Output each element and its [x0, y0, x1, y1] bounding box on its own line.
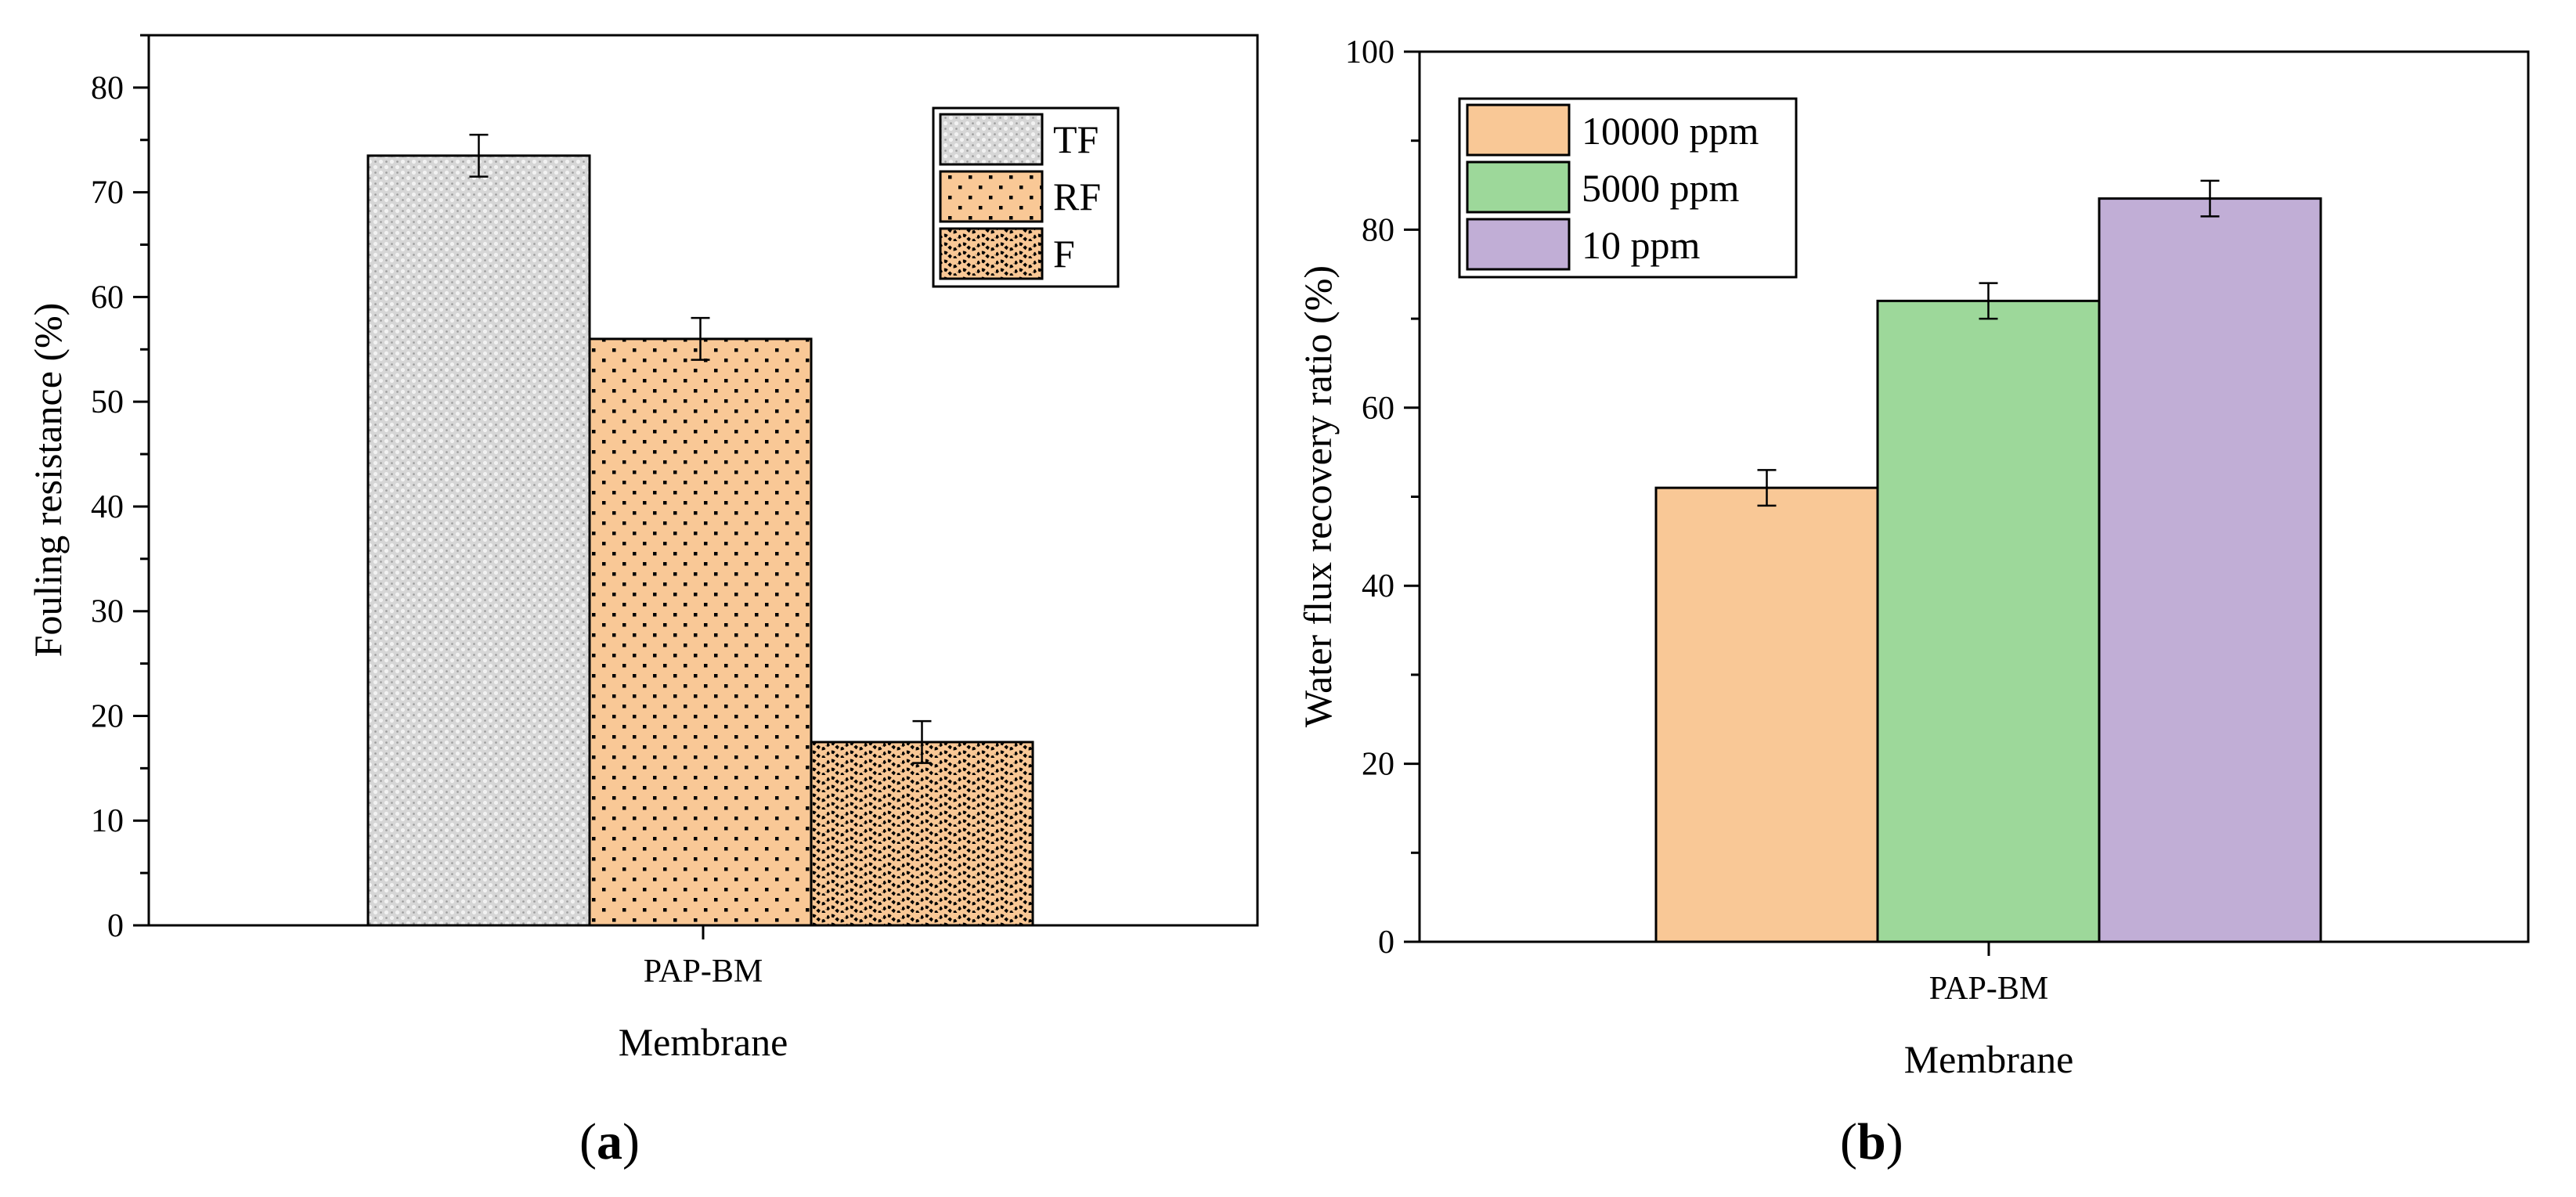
panel-b-y-axis-title: Water flux recovery ratio (%) — [1296, 265, 1340, 727]
y-tick-label: 50 — [91, 384, 124, 420]
legend-swatch-5000ppm — [1466, 160, 1571, 214]
legend-label-10ppm: 10 ppm — [1582, 223, 1701, 267]
y-tick-label: 0 — [1378, 925, 1394, 961]
error-bar-tf — [469, 133, 489, 178]
panel-a-label: (a) — [579, 1113, 640, 1170]
panel-a-bars — [366, 133, 1034, 927]
error-bar-f — [912, 719, 932, 764]
legend-swatch-10ppm — [1466, 218, 1571, 271]
panel-b-bars — [1654, 179, 2322, 943]
y-tick-label: 80 — [91, 70, 124, 106]
y-tick-label: 100 — [1345, 34, 1394, 70]
panel-a-x-axis-title: Membrane — [619, 1020, 788, 1064]
legend-label-f: F — [1053, 232, 1075, 276]
panel-a-chart: 0 10 20 30 40 50 60 70 80 PAP-BM Membrane Foulin… — [26, 34, 1259, 1170]
legend-label-tf: TF — [1053, 117, 1099, 161]
panel-b-label: (b) — [1840, 1113, 1903, 1170]
error-bar-5000-ppm — [1979, 282, 1998, 320]
bar-f — [810, 741, 1034, 927]
panel-a-y-axis: 0 10 20 30 40 50 60 70 80 — [91, 34, 149, 944]
legend-swatch-tf — [939, 113, 1044, 166]
y-tick-label: 30 — [91, 594, 124, 630]
bar-10-ppm — [2098, 197, 2322, 943]
panel-b-x-axis-title: Membrane — [1904, 1037, 2074, 1081]
legend-swatch-10000ppm — [1466, 103, 1571, 157]
legend-swatch-rf — [939, 170, 1044, 223]
panel-b-chart: 0 20 40 60 80 100 PAP-BM Membrane Water flux … — [1296, 34, 2530, 1170]
error-bar-rf — [691, 316, 710, 361]
y-tick-label: 60 — [1362, 391, 1394, 427]
bar-5000-ppm — [1876, 299, 2101, 943]
y-tick-label: 40 — [91, 489, 124, 525]
bar-10000-ppm — [1654, 486, 1879, 943]
error-bar-10000-ppm — [1757, 469, 1777, 507]
panel-a-y-axis-title: Fouling resistance (%) — [26, 303, 70, 658]
y-tick-label: 0 — [107, 908, 124, 944]
legend-swatch-f — [939, 227, 1044, 280]
legend-label-5000ppm: 5000 ppm — [1582, 166, 1740, 210]
y-tick-label: 10 — [91, 803, 124, 839]
legend-label-10000ppm: 10000 ppm — [1582, 109, 1759, 153]
bar-tf — [366, 154, 591, 927]
panel-b-legend: 10000 ppm 5000 ppm 10 ppm — [1458, 97, 1798, 279]
bar-rf — [588, 337, 813, 927]
y-tick-label: 70 — [91, 175, 124, 211]
panel-b-x-tick-label: PAP-BM — [1929, 971, 2049, 1007]
y-tick-label: 20 — [91, 698, 124, 734]
panel-a-legend: TF RF F — [932, 106, 1120, 288]
y-tick-label: 40 — [1362, 568, 1394, 604]
y-tick-label: 60 — [91, 279, 124, 315]
y-tick-label: 20 — [1362, 747, 1394, 783]
legend-label-rf: RF — [1053, 175, 1101, 218]
y-tick-label: 80 — [1362, 212, 1394, 248]
panel-b-y-axis: 0 20 40 60 80 100 — [1345, 34, 1420, 961]
error-bar-10-ppm — [2200, 179, 2220, 218]
panel-a-x-tick-label: PAP-BM — [644, 954, 763, 990]
